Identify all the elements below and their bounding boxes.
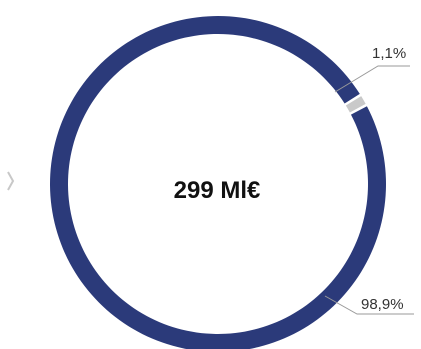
leader-line-large <box>324 295 414 315</box>
slice-label-large: 98,9% <box>361 296 404 313</box>
donut-slice-small <box>345 96 366 113</box>
center-total-label: 299 Ml€ <box>174 177 261 204</box>
donut-slices <box>50 16 386 349</box>
slice-label-small: 1,1% <box>372 45 406 62</box>
chevron-right-icon <box>7 171 15 191</box>
leader-line-small <box>334 65 410 93</box>
